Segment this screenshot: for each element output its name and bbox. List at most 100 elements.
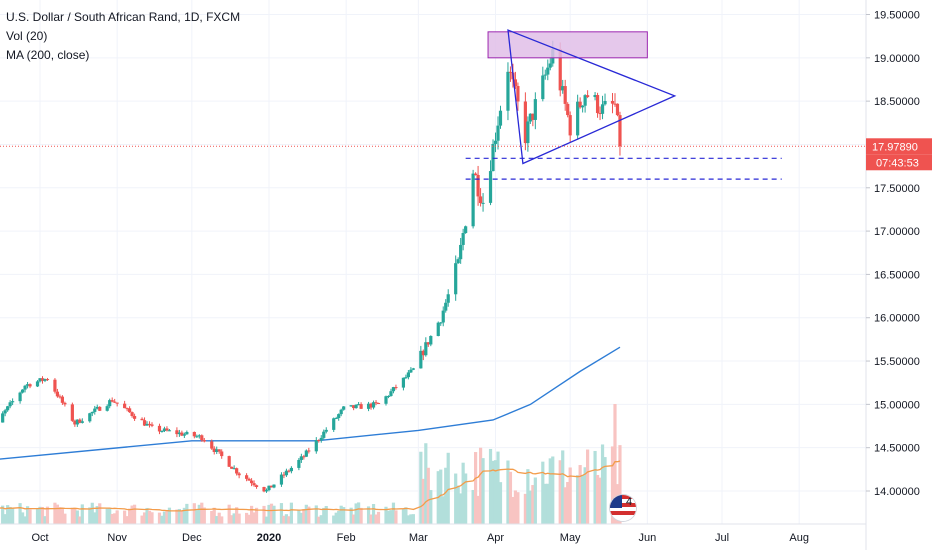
volume-bar: [389, 510, 393, 524]
candle-body: [98, 406, 102, 411]
candle-body: [456, 259, 460, 264]
volume-bar: [25, 506, 30, 524]
candle-body: [317, 440, 321, 442]
ma-indicator-label[interactable]: MA (200, close): [6, 48, 90, 62]
volume-ma-line: [0, 460, 621, 512]
candle-body: [394, 387, 398, 389]
volume-bar: [227, 504, 231, 524]
candle-body: [53, 379, 57, 392]
volume-bar: [108, 507, 112, 524]
candle-body: [165, 428, 169, 431]
volume-bar: [202, 507, 206, 524]
candle-body: [459, 244, 463, 260]
volume-bar: [444, 467, 448, 524]
candle-body: [90, 411, 94, 414]
candle-body: [287, 470, 291, 472]
volume-bar: [342, 507, 346, 524]
triangle-pattern: [507, 29, 677, 165]
volume-bar: [541, 461, 545, 524]
candle-body: [160, 430, 164, 432]
volume-bar: [105, 508, 109, 524]
candle-body: [284, 470, 289, 476]
candle-body: [132, 416, 137, 419]
candle-body: [421, 350, 425, 356]
candle-body: [123, 403, 127, 409]
candle-body: [446, 294, 450, 303]
candle-body: [20, 389, 25, 393]
event-count: 4: [626, 496, 633, 508]
candle-body: [568, 115, 572, 136]
y-tick-label: 17.50000: [874, 183, 920, 195]
candle-body: [436, 322, 440, 337]
candle-body: [244, 475, 249, 479]
candle-body: [289, 467, 294, 472]
candle-body: [319, 437, 323, 441]
volume-bar: [247, 514, 251, 524]
volume-bar: [284, 514, 289, 524]
volume-bar: [132, 504, 137, 524]
volume-bar: [299, 512, 303, 524]
volume-bar: [563, 487, 567, 524]
candle-body: [70, 404, 74, 421]
volume-bar: [282, 515, 286, 524]
volume-bar: [523, 493, 527, 524]
candle-body: [80, 421, 84, 423]
candle-body: [212, 448, 216, 452]
candle-body: [439, 322, 443, 324]
candle-body: [63, 402, 67, 405]
volume-bar: [8, 506, 12, 524]
candle-body: [389, 391, 393, 396]
volume-bar: [561, 450, 565, 524]
candle-body: [583, 95, 587, 106]
chart-legend: U.S. Dollar / South African Rand, 1D, FX…: [6, 8, 240, 65]
candle-body: [543, 74, 547, 76]
volume-bar: [147, 510, 152, 524]
volume-bar: [401, 508, 406, 524]
candle-body: [359, 404, 363, 409]
candle-body: [230, 466, 234, 469]
volume-bar: [409, 514, 413, 524]
volume-indicator-label[interactable]: Vol (20): [6, 29, 48, 43]
candle-body: [471, 173, 475, 227]
volume-bar: [478, 447, 483, 524]
volume-bar: [235, 507, 239, 524]
candle-body: [548, 63, 552, 68]
candle-body: [145, 423, 149, 426]
symbol-title[interactable]: U.S. Dollar / South African Rand, 1D, FX…: [6, 10, 241, 24]
candle-body: [11, 401, 15, 403]
volume-bar: [528, 490, 532, 524]
volume-bar: [1, 505, 5, 524]
volume-bar: [546, 483, 550, 524]
volume-bar: [586, 449, 590, 524]
candle-body: [43, 379, 47, 381]
price-tag-bg: [866, 138, 932, 155]
candle-body: [600, 104, 605, 114]
volume-bar: [488, 448, 493, 524]
candle-body: [581, 105, 585, 108]
y-tick-label: 16.50000: [874, 269, 920, 281]
candle-body: [528, 113, 532, 122]
volume-bar: [533, 477, 537, 524]
candle-body: [227, 456, 231, 467]
candle-body: [404, 377, 408, 379]
volume-bar: [20, 512, 25, 524]
volume-bar: [35, 507, 40, 524]
volume-bar: [439, 469, 443, 524]
candle-body: [18, 392, 22, 402]
y-tick-label: 14.50000: [874, 443, 920, 455]
candle-body: [578, 101, 582, 108]
volume-bar: [406, 515, 410, 524]
us-flag-icon[interactable]: [610, 495, 636, 521]
candle-body: [566, 103, 570, 116]
candle-body: [235, 468, 239, 474]
candle-body: [386, 395, 391, 397]
volume-bar: [581, 475, 585, 524]
y-tick-label: 16.00000: [874, 313, 920, 325]
volume-bar: [319, 515, 323, 524]
volume-bar: [185, 503, 189, 524]
volume-bar: [167, 507, 172, 524]
volume-bar: [249, 505, 254, 524]
drawings[interactable]: [0, 29, 866, 180]
volume-bar: [576, 475, 580, 524]
